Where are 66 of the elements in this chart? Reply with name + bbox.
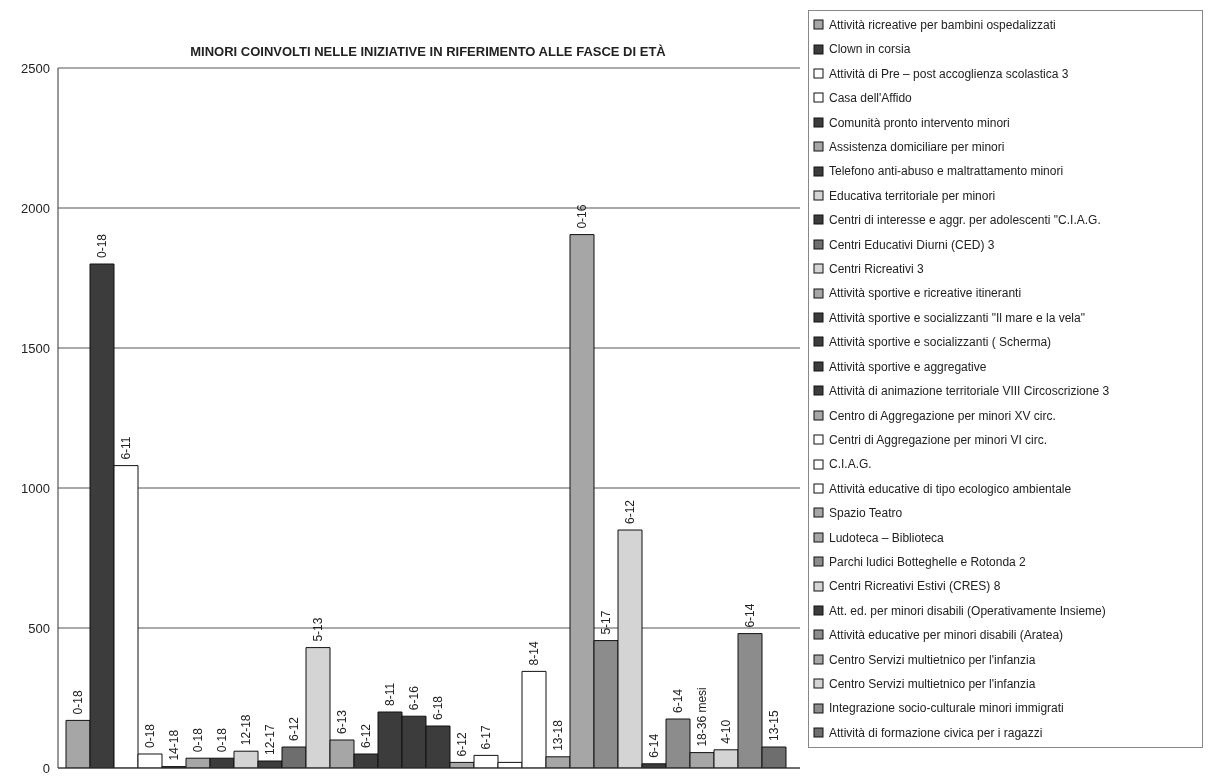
- legend-label: Attività sportive e aggregative: [829, 358, 987, 376]
- y-tick-label: 0: [42, 760, 50, 776]
- y-tick-label: 1500: [21, 340, 50, 356]
- data-label: 0-18: [215, 727, 229, 753]
- data-label: 0-18: [71, 690, 85, 715]
- data-label: 8-11: [383, 682, 397, 706]
- legend-label: Assistenza domiciliare per minori: [829, 139, 1005, 157]
- chart-title: MINORI COINVOLTI NELLE INIZIATIVE IN RIFERIMENTO ALLE FASCE DI ETÀ: [189, 44, 667, 59]
- data-label: 6-11: [119, 436, 133, 460]
- legend-label: Centro Servizi multietnico per l'infanzia: [829, 675, 1036, 693]
- legend-label: Attività di formazione civica per i ragazzi: [829, 724, 1043, 742]
- data-label: 6-14: [647, 733, 661, 758]
- data-label: 0-18: [143, 723, 157, 748]
- data-label: 13-18: [551, 719, 565, 751]
- data-label: 6-12: [287, 716, 301, 741]
- data-label: 6-13: [335, 709, 349, 734]
- legend-label: Clown in corsia: [829, 41, 911, 59]
- legend-label: Attività di animazione territoriale VIII Circoscrizione 3: [829, 383, 1110, 401]
- data-label: 13-15: [767, 709, 781, 741]
- data-label: 0-18: [191, 727, 205, 753]
- legend-label: Integrazione socio-culturale minori immigrati: [829, 700, 1064, 718]
- data-label: 5-17: [599, 610, 613, 635]
- legend-label: Attività ricreative per bambini ospedalizzati: [829, 17, 1056, 34]
- legend-label: Attività educative di tipo ecologico ambientale: [829, 480, 1072, 498]
- data-label: 12-18: [239, 714, 253, 746]
- legend-label: Educativa territoriale per minori: [829, 187, 996, 205]
- data-label: 18-36 mesi: [695, 687, 709, 747]
- legend-label: Comunità pronto intervento minori: [829, 114, 1010, 132]
- legend-label: Parchi ludici Botteghelle e Rotonda 2: [829, 553, 1026, 571]
- data-label: 12-17: [263, 723, 277, 755]
- legend-label: Centro Servizi multietnico per l'infanzia: [829, 651, 1036, 669]
- data-label: 6-16: [407, 685, 421, 711]
- legend-label: Attività sportive e socializzanti ( Scherma): [829, 334, 1052, 352]
- data-label: 6-17: [479, 725, 493, 750]
- y-tick-label: 2000: [21, 200, 50, 216]
- legend-label: Casa dell'Affido: [829, 90, 912, 108]
- data-label: 6-14: [671, 688, 685, 713]
- legend-label: Centri Ricreativi Estivi (CRES) 8: [829, 578, 1001, 596]
- y-tick-label: 2500: [21, 60, 50, 76]
- data-label: 6-12: [623, 499, 637, 524]
- data-label: 5-13: [311, 617, 325, 642]
- legend-label: C.I.A.G.: [829, 456, 872, 474]
- legend-label: Ludoteca – Biblioteca: [829, 529, 944, 547]
- y-tick-label: 1000: [21, 480, 50, 496]
- y-tick-label: 500: [28, 620, 50, 636]
- data-label: 4-10: [719, 719, 733, 744]
- legend-label: Centri di Aggregazione per minori VI circ.: [829, 431, 1048, 449]
- legend-label: Centri di interesse e aggr. per adolescenti "C.I.A.G.: [829, 212, 1101, 230]
- data-label: 6-12: [359, 723, 373, 748]
- legend-label: Attività di Pre – post accoglienza scolastica 3: [829, 65, 1069, 83]
- data-label: 6-14: [743, 603, 757, 628]
- legend-label: Telefono anti-abuso e maltrattamento minori: [829, 163, 1064, 181]
- legend-label: Centri Ricreativi 3: [829, 261, 924, 279]
- legend-label: Spazio Teatro: [829, 505, 903, 523]
- legend-label: Attività sportive e socializzanti "Il mare e la vela": [829, 309, 1085, 327]
- data-label: 0-18: [95, 233, 109, 258]
- legend-label: Centro di Aggregazione per minori XV circ.: [829, 407, 1056, 425]
- legend-label: Attività sportive e ricreative itineranti: [829, 285, 1022, 303]
- data-label: 0-16: [575, 204, 589, 229]
- data-label: 14-18: [167, 729, 181, 761]
- legend-label: Att. ed. per minori disabili (Operativamente Insieme): [829, 602, 1106, 620]
- data-label: 6-18: [431, 695, 445, 720]
- data-label: 8-14: [527, 641, 541, 666]
- legend-label: Attività educative per minori disabili (Aratea): [829, 627, 1064, 645]
- data-label: 6-12: [455, 732, 469, 757]
- legend-label: Centri Educativi Diurni (CED) 3: [829, 236, 995, 254]
